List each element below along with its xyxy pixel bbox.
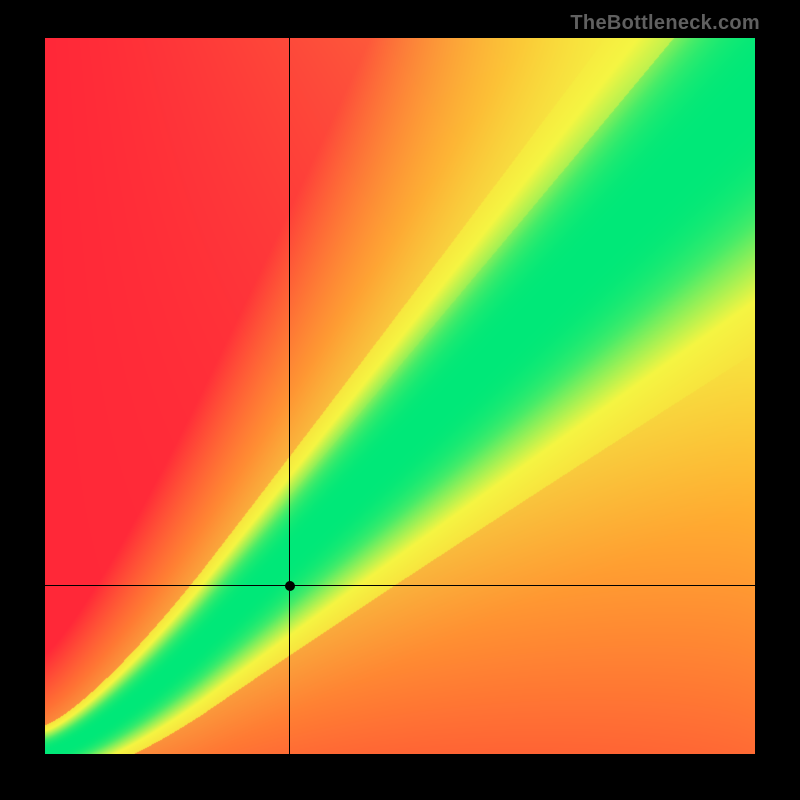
heatmap-chart bbox=[45, 38, 755, 754]
heatmap-canvas bbox=[45, 38, 755, 754]
crosshair-vertical bbox=[289, 38, 290, 754]
watermark-text: TheBottleneck.com bbox=[570, 12, 760, 35]
crosshair-horizontal bbox=[45, 585, 755, 586]
crosshair-marker bbox=[285, 581, 295, 591]
